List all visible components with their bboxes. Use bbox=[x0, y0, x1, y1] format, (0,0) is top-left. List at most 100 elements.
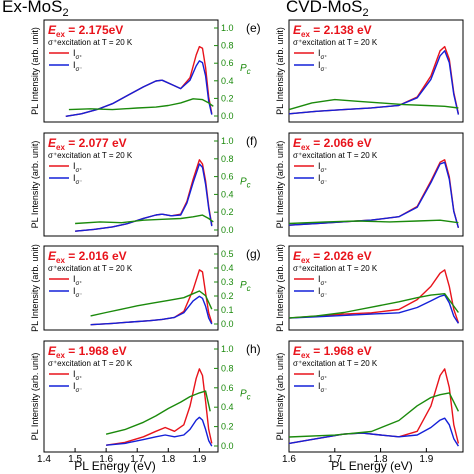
eex-label: Eex = 2.066 eV bbox=[293, 136, 372, 152]
series-minus bbox=[90, 295, 213, 326]
panel-frame bbox=[288, 132, 464, 237]
x-tick-label: 1.9 bbox=[192, 454, 206, 465]
series-minus bbox=[75, 163, 213, 232]
pc-tick-label: 1.0 bbox=[221, 136, 234, 146]
pc-tick-label: 0.4 bbox=[221, 76, 234, 86]
excitation-note: σ⁺excitation at T = 20 K bbox=[293, 264, 378, 273]
pc-tick-label: 0.3 bbox=[221, 277, 234, 287]
legend-label-minus: Iσ⁻ bbox=[318, 286, 327, 299]
panel-5: PL Intensity (arb. unit) Eex = 2.138 eVσ⁺… bbox=[246, 19, 464, 123]
series-pc bbox=[288, 293, 459, 319]
series-pc bbox=[288, 98, 459, 111]
pc-tick-label: 0.0 bbox=[221, 111, 234, 121]
x-tick-label: 1.9 bbox=[419, 454, 433, 465]
y-axis-label: PL Intensity (arb. unit) bbox=[275, 244, 285, 332]
series-plus bbox=[105, 368, 213, 446]
pc-tick-label: 0.0 bbox=[221, 225, 234, 235]
pc-tick-label: 0.0 bbox=[221, 441, 234, 451]
eex-label: Eex = 2.026 eV bbox=[293, 249, 372, 265]
panel-3: 0.0 0.1 0.2 0.3 0.4 0.5 Pc PL Intensity (arb. u… bbox=[30, 244, 251, 332]
series-pc bbox=[68, 98, 214, 111]
y-axis-label: PL Intensity (arb. unit) bbox=[275, 353, 285, 441]
pc-tick-label: 0.2 bbox=[221, 422, 234, 432]
panel-frame bbox=[43, 132, 219, 237]
panel-frame bbox=[43, 19, 219, 123]
panel-6: PL Intensity (arb. unit) Eex = 2.066 eVσ⁺… bbox=[246, 132, 464, 237]
series-pc bbox=[288, 392, 460, 438]
pc-tick-label: 1.0 bbox=[221, 23, 234, 33]
panel-2: 0.0 0.2 0.4 0.6 0.8 1.0 Pc PL Intensity (arb. u… bbox=[30, 132, 251, 237]
eex-label: Eex = 2.175eV bbox=[48, 23, 123, 39]
y-axis-label: PL Intensity (arb. unit) bbox=[275, 141, 285, 229]
series-pc bbox=[105, 390, 211, 435]
x-tick-label: 1.7 bbox=[328, 454, 342, 465]
pc-axis-label: Pc bbox=[240, 389, 251, 402]
panel-1: 0.0 0.2 0.4 0.6 0.8 1.0 Pc PL Intensity (arb. u… bbox=[30, 19, 251, 123]
pc-tick-label: 0.2 bbox=[221, 207, 234, 217]
pc-tick-label: 0.6 bbox=[221, 58, 234, 68]
column-title-cvd: CVD-MoS2 bbox=[286, 0, 369, 19]
series-minus bbox=[65, 60, 213, 117]
pc-tick-label: 0.8 bbox=[221, 41, 234, 51]
pc-tick-label: 1.0 bbox=[221, 344, 234, 354]
series-plus bbox=[288, 269, 460, 323]
series-minus bbox=[288, 417, 459, 447]
x-axis-label-left: PL Energy (eV) bbox=[74, 459, 156, 473]
column-title-ex: Ex-MoS2 bbox=[2, 0, 69, 19]
panel-7: PL Intensity (arb. unit) Eex = 2.026 eVσ⁺… bbox=[246, 244, 464, 332]
excitation-note: σ⁺excitation at T = 20 K bbox=[293, 151, 378, 160]
pc-tick-label: 0.2 bbox=[221, 93, 234, 103]
panel-4: 1.4 1.5 1.6 1.7 1.8 1.9 0.0 0.2 0.4 0.6 0.8 1.0 Pc PL… bbox=[30, 340, 251, 465]
legend-label-plus: Iσ⁺ bbox=[318, 274, 327, 287]
pc-tick-label: 0.0 bbox=[221, 319, 234, 329]
legend-label-plus: Iσ⁺ bbox=[73, 48, 82, 61]
column-titles: Ex-MoS2 CVD-MoS2 bbox=[2, 0, 369, 19]
eex-label: Eex = 1.968 eV bbox=[48, 344, 127, 360]
series-plus bbox=[288, 159, 460, 228]
pc-tick-label: 0.6 bbox=[221, 172, 234, 182]
series-minus bbox=[288, 161, 460, 228]
pc-tick-label: 0.8 bbox=[221, 363, 234, 373]
pc-axis-label: Pc bbox=[240, 63, 251, 76]
y-axis-label: PL Intensity (arb. unit) bbox=[30, 244, 40, 332]
panel-8: 1.6 1.7 1.8 1.9 PL Intensity (arb. unit) Eex … bbox=[246, 340, 464, 465]
y-axis-label: PL Intensity (arb. unit) bbox=[275, 27, 285, 115]
excitation-note: σ⁺excitation at T = 20 K bbox=[48, 38, 133, 47]
legend-label-minus: Iσ⁻ bbox=[73, 381, 82, 394]
legend-label-minus: Iσ⁻ bbox=[318, 60, 327, 73]
series-minus bbox=[288, 294, 459, 324]
pc-tick-label: 0.8 bbox=[221, 154, 234, 164]
x-tick-label: 1.4 bbox=[37, 454, 51, 465]
pc-axis-label: Pc bbox=[240, 177, 251, 190]
panel-letter: (e) bbox=[246, 21, 261, 35]
pc-tick-label: 0.4 bbox=[221, 263, 234, 273]
series-minus bbox=[288, 50, 460, 115]
panel-frame bbox=[288, 245, 464, 331]
pc-tick-label: 0.4 bbox=[221, 402, 234, 412]
x-tick-label: 1.7 bbox=[130, 454, 144, 465]
legend-label-minus: Iσ⁻ bbox=[318, 381, 327, 394]
panel-frame bbox=[43, 340, 219, 453]
eex-label: Eex = 1.968 eV bbox=[293, 344, 372, 360]
panel-frame bbox=[43, 245, 219, 331]
excitation-note: σ⁺excitation at T = 20 K bbox=[293, 359, 378, 368]
x-tick-label: 1.8 bbox=[374, 454, 388, 465]
legend-label-plus: Iσ⁺ bbox=[318, 161, 327, 174]
series-plus bbox=[65, 45, 213, 117]
y-axis-label: PL Intensity (arb. unit) bbox=[30, 353, 40, 441]
series-pc bbox=[288, 219, 459, 225]
series-plus bbox=[288, 368, 460, 445]
legend-label-plus: Iσ⁺ bbox=[73, 369, 82, 382]
pc-tick-label: 0.2 bbox=[221, 291, 234, 301]
panel-frame bbox=[288, 340, 464, 453]
x-tick-label: 1.6 bbox=[282, 454, 296, 465]
legend-label-plus: Iσ⁺ bbox=[73, 161, 82, 174]
excitation-note: σ⁺excitation at T = 20 K bbox=[293, 38, 378, 47]
excitation-note: σ⁺excitation at T = 20 K bbox=[48, 264, 133, 273]
pc-tick-label: 0.6 bbox=[221, 383, 234, 393]
series-minus bbox=[106, 416, 213, 447]
series-plus bbox=[90, 269, 213, 326]
panel-frame bbox=[288, 19, 464, 123]
